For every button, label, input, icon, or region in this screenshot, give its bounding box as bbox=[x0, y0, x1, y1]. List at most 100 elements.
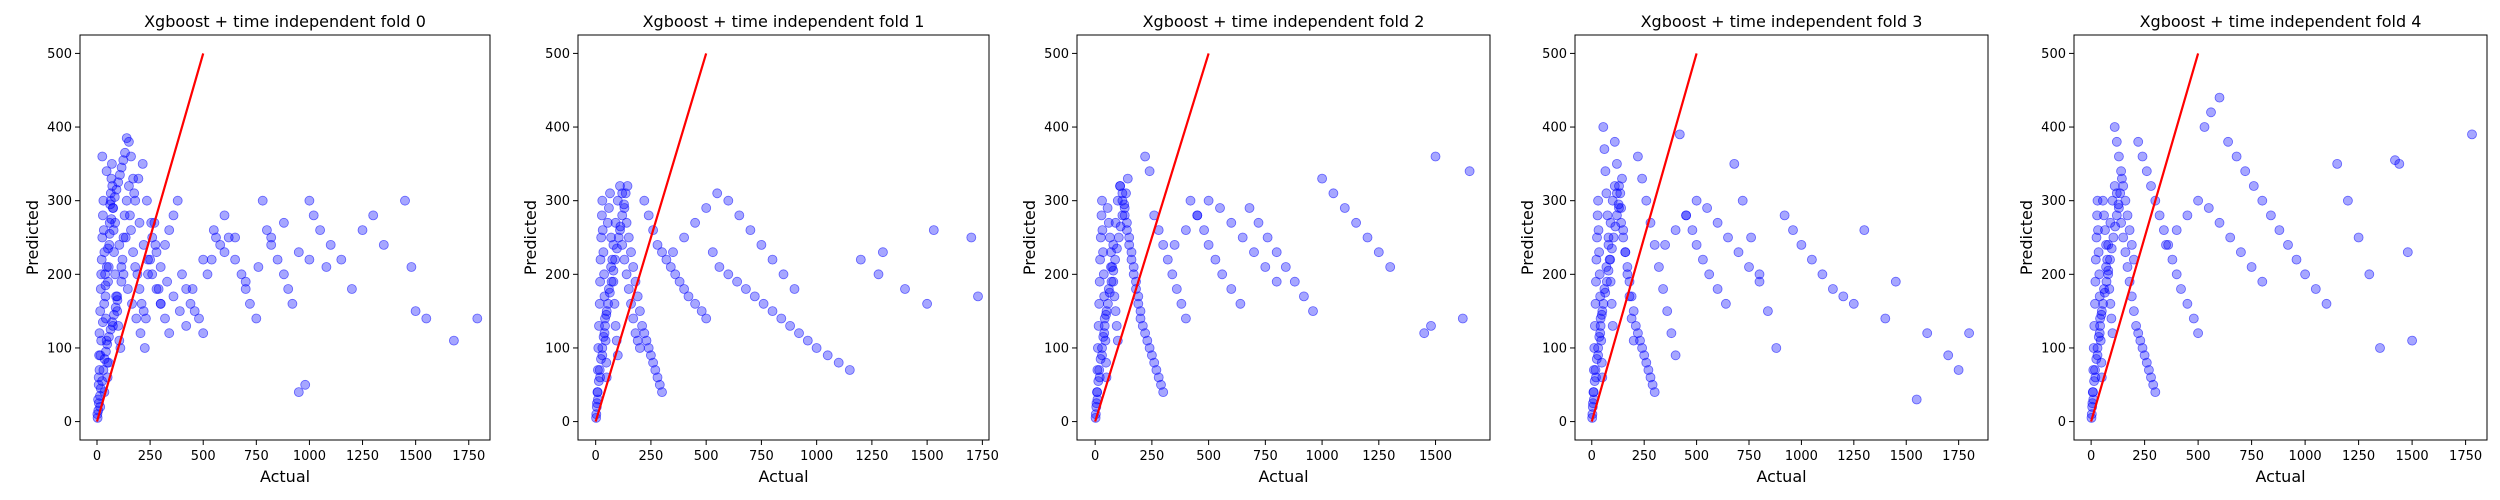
data-point bbox=[321, 262, 332, 272]
data-point bbox=[1712, 217, 1723, 228]
chart-title: Xgboost + time independent fold 2 bbox=[1143, 12, 1425, 31]
data-point bbox=[113, 177, 124, 188]
data-point bbox=[2167, 254, 2178, 265]
data-point bbox=[607, 254, 618, 265]
data-point bbox=[346, 284, 357, 294]
data-point bbox=[2096, 306, 2107, 317]
data-point bbox=[97, 376, 107, 387]
data-point bbox=[1126, 254, 1137, 265]
data-point bbox=[1943, 350, 1954, 361]
data-point bbox=[1721, 298, 1731, 309]
data-point bbox=[1733, 247, 1744, 258]
data-point bbox=[2176, 284, 2186, 294]
data-point bbox=[95, 350, 106, 361]
data-point bbox=[2128, 306, 2139, 317]
data-point bbox=[621, 269, 632, 280]
subplot-3: 0 250 500 750 1000 1250 1500 1750 0 100 200 300 400 5… bbox=[1518, 12, 1989, 486]
data-point bbox=[1595, 328, 1606, 339]
data-point bbox=[325, 239, 336, 250]
data-point bbox=[1262, 232, 1273, 243]
data-point bbox=[2107, 195, 2118, 206]
y-tick-label: 200 bbox=[1044, 268, 1069, 283]
plot-frame bbox=[577, 34, 990, 441]
data-point bbox=[604, 284, 614, 294]
data-point bbox=[261, 225, 272, 236]
data-point bbox=[137, 158, 148, 169]
data-point bbox=[1181, 313, 1191, 324]
data-point bbox=[1612, 158, 1622, 169]
data-point bbox=[595, 276, 605, 287]
data-point bbox=[240, 276, 251, 287]
data-point bbox=[608, 265, 619, 276]
data-point bbox=[131, 313, 142, 324]
data-point bbox=[1119, 210, 1130, 221]
data-point bbox=[643, 343, 654, 353]
data-point bbox=[2182, 298, 2193, 309]
data-point bbox=[2158, 225, 2169, 236]
data-point bbox=[421, 313, 432, 324]
data-point bbox=[2118, 232, 2129, 243]
data-point bbox=[1108, 239, 1119, 250]
data-point bbox=[606, 276, 617, 287]
x-tick-label: 750 bbox=[244, 449, 269, 464]
data-point bbox=[98, 317, 108, 328]
data-point bbox=[1691, 195, 1702, 206]
data-point bbox=[2163, 239, 2174, 250]
x-tick-label: 500 bbox=[2186, 449, 2211, 464]
data-point bbox=[1122, 173, 1133, 184]
data-point bbox=[595, 254, 606, 265]
data-point bbox=[2265, 210, 2276, 221]
data-point bbox=[1126, 247, 1137, 258]
data-point bbox=[1602, 276, 1612, 287]
data-point bbox=[610, 254, 620, 265]
data-point bbox=[767, 306, 778, 317]
data-point bbox=[1595, 313, 1606, 324]
x-tick-label: 1500 bbox=[1890, 449, 1923, 464]
data-point bbox=[2099, 284, 2109, 294]
data-point bbox=[767, 254, 778, 265]
data-point bbox=[594, 365, 605, 375]
data-point bbox=[2137, 151, 2148, 162]
data-point bbox=[126, 225, 136, 236]
data-point bbox=[187, 284, 198, 294]
data-point bbox=[628, 313, 639, 324]
data-point bbox=[674, 276, 685, 287]
data-point bbox=[150, 239, 161, 250]
data-point bbox=[1607, 320, 1618, 331]
data-point bbox=[604, 287, 615, 298]
data-point bbox=[637, 320, 647, 331]
y-tick-label: 200 bbox=[545, 268, 570, 283]
data-point bbox=[1594, 247, 1604, 258]
data-point bbox=[1649, 387, 1660, 398]
data-point bbox=[102, 339, 113, 350]
data-point bbox=[1953, 365, 1964, 375]
data-point bbox=[2095, 320, 2106, 331]
data-point bbox=[2133, 136, 2144, 147]
data-point bbox=[2171, 269, 2182, 280]
data-point bbox=[177, 269, 187, 280]
data-point bbox=[115, 169, 125, 180]
data-point bbox=[96, 335, 107, 346]
data-point bbox=[1249, 247, 1259, 258]
data-point bbox=[2124, 225, 2135, 236]
y-tick-label: 400 bbox=[1542, 121, 1567, 136]
data-point bbox=[1712, 284, 1723, 294]
data-point bbox=[741, 284, 751, 294]
data-point bbox=[1106, 247, 1116, 258]
data-point bbox=[1226, 284, 1237, 294]
scatter-series bbox=[1587, 122, 1974, 423]
data-point bbox=[600, 320, 610, 331]
data-point bbox=[1660, 239, 1670, 250]
data-point bbox=[1633, 328, 1643, 339]
data-point bbox=[1149, 357, 1160, 368]
data-point bbox=[1600, 166, 1611, 177]
data-point bbox=[1203, 195, 1214, 206]
subplot-2: 0 250 500 750 1000 1250 1500 0 100 200 300 400 500 Xg… bbox=[1020, 12, 1491, 486]
data-point bbox=[1110, 217, 1121, 228]
data-point bbox=[110, 217, 120, 228]
data-point bbox=[1662, 306, 1673, 317]
data-point bbox=[1095, 254, 1105, 265]
x-tick-label: 750 bbox=[749, 449, 774, 464]
data-point bbox=[601, 357, 612, 368]
data-point bbox=[1597, 306, 1608, 317]
